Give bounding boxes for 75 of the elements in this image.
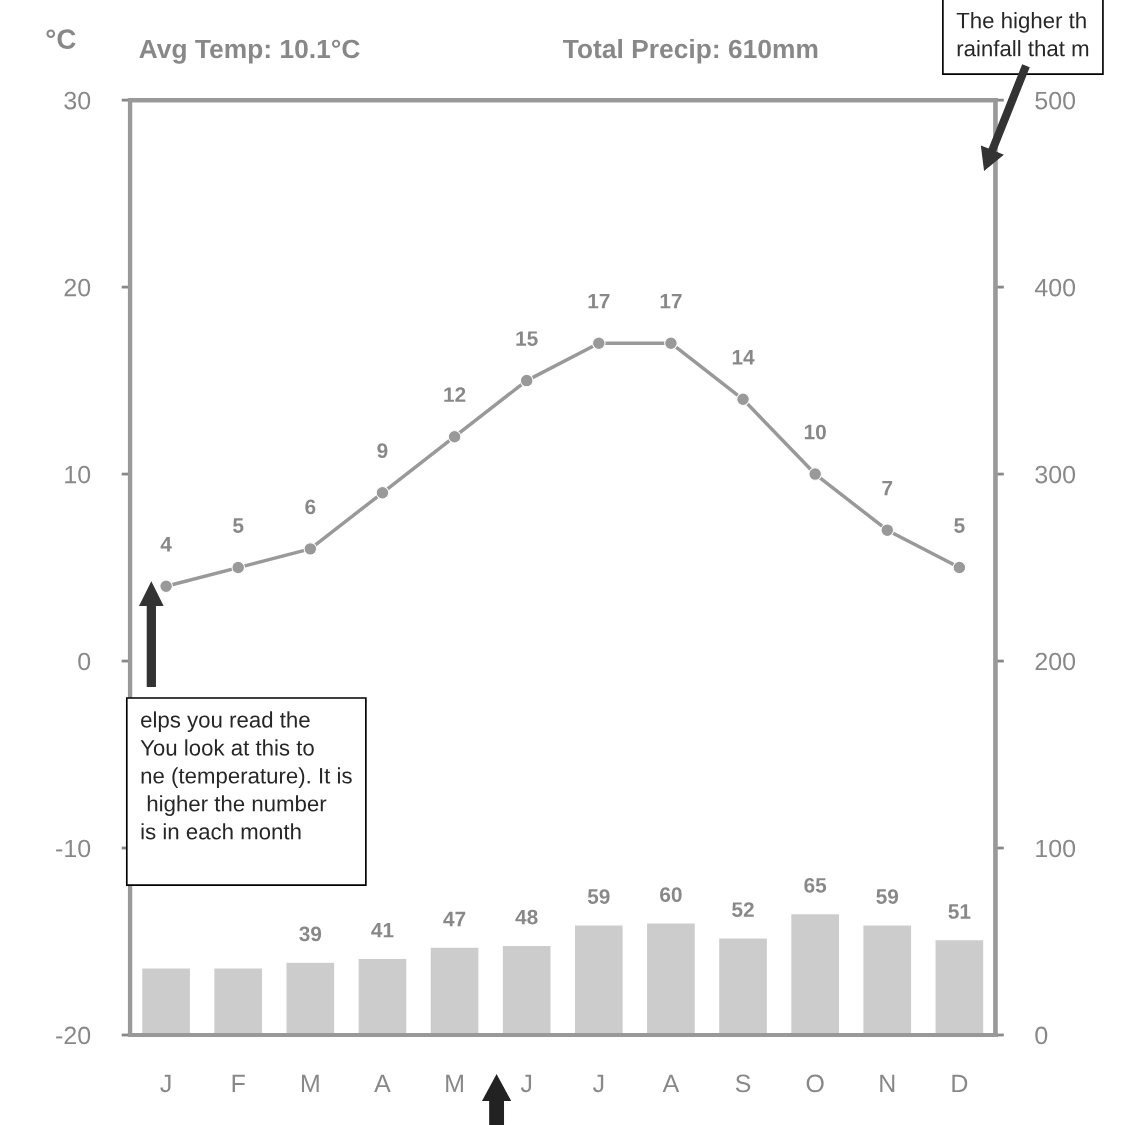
point xyxy=(880,523,895,537)
y-tick-label: 10 xyxy=(65,465,91,484)
point xyxy=(808,467,822,481)
y-tick-label: -10 xyxy=(56,839,91,858)
point xyxy=(592,336,606,350)
x-tick-label: S xyxy=(735,1074,751,1093)
text: Total Precip: 610mm xyxy=(563,38,818,64)
bar xyxy=(789,912,841,1035)
x-tick-label: M xyxy=(446,1074,463,1093)
bar xyxy=(140,966,192,1035)
data-label: 17 xyxy=(588,293,610,309)
data-label: 10 xyxy=(804,424,826,440)
point xyxy=(664,336,678,350)
bar xyxy=(573,923,625,1035)
point xyxy=(519,373,534,388)
y-axis-title: °C xyxy=(46,29,76,49)
x-tick-label: O xyxy=(806,1074,824,1093)
point xyxy=(375,486,390,500)
data-label: 17 xyxy=(660,293,682,309)
data-label: 41 xyxy=(371,923,394,938)
bar xyxy=(285,961,336,1035)
y2-tick-label: 200 xyxy=(1035,652,1076,671)
x-tick-label: J xyxy=(520,1074,532,1093)
data-label: 59 xyxy=(876,889,899,904)
data-label: 48 xyxy=(515,909,538,925)
x-tick-label: M xyxy=(301,1074,319,1093)
bar xyxy=(501,944,552,1035)
y2-tick-label: 100 xyxy=(1036,839,1076,858)
bar xyxy=(357,957,408,1035)
data-label: 5 xyxy=(954,518,965,533)
bar xyxy=(934,938,985,1035)
y-tick-label: 20 xyxy=(64,278,91,297)
data-label: 52 xyxy=(732,902,754,917)
point xyxy=(952,560,967,575)
x-tick-label: N xyxy=(880,1074,895,1093)
point xyxy=(159,579,173,594)
data-label: 7 xyxy=(882,480,893,496)
bar xyxy=(212,966,264,1035)
data-label: 5 xyxy=(233,518,244,533)
data-label: 39 xyxy=(299,926,322,942)
chart-subtitle: Avg Temp: 10.1°C xyxy=(139,39,360,64)
x-tick-label: D xyxy=(952,1074,968,1093)
data-label: 9 xyxy=(377,443,388,459)
data-label: 12 xyxy=(444,387,466,402)
data-label: 60 xyxy=(660,887,682,903)
bar xyxy=(645,922,697,1035)
point xyxy=(303,542,318,556)
y2-tick-label: 400 xyxy=(1034,278,1076,297)
x-tick-label: J xyxy=(592,1074,604,1093)
y-tick-label: 0 xyxy=(78,652,91,671)
x-tick-label: F xyxy=(232,1074,245,1093)
data-label: 47 xyxy=(443,911,466,927)
y-tick-label: 30 xyxy=(64,91,91,110)
x-tick-label: A xyxy=(374,1074,391,1093)
y2-tick-label: 500 xyxy=(1035,91,1076,110)
bar xyxy=(862,923,913,1035)
annotation: elps you read the You look at this to ne (temperature). It is higher the number is in each month xyxy=(140,711,352,840)
data-label: 4 xyxy=(160,537,172,552)
y-tick-label: -20 xyxy=(56,1026,91,1045)
data-label: 14 xyxy=(732,350,755,365)
data-label: 15 xyxy=(516,331,538,346)
data-label: 65 xyxy=(804,877,827,893)
bar xyxy=(717,937,769,1035)
bar xyxy=(429,946,480,1035)
data-label: 51 xyxy=(948,904,971,919)
y2-tick-label: 300 xyxy=(1035,465,1076,484)
point xyxy=(447,429,462,444)
point xyxy=(231,560,245,575)
data-label: 6 xyxy=(305,499,316,515)
data-label: 59 xyxy=(587,889,610,904)
y2-tick-label: 0 xyxy=(1035,1026,1048,1045)
point xyxy=(736,392,750,407)
x-tick-label: J xyxy=(160,1074,171,1093)
text: The higher th rainfall that m xyxy=(956,12,1089,57)
x-tick-label: A xyxy=(662,1074,680,1093)
